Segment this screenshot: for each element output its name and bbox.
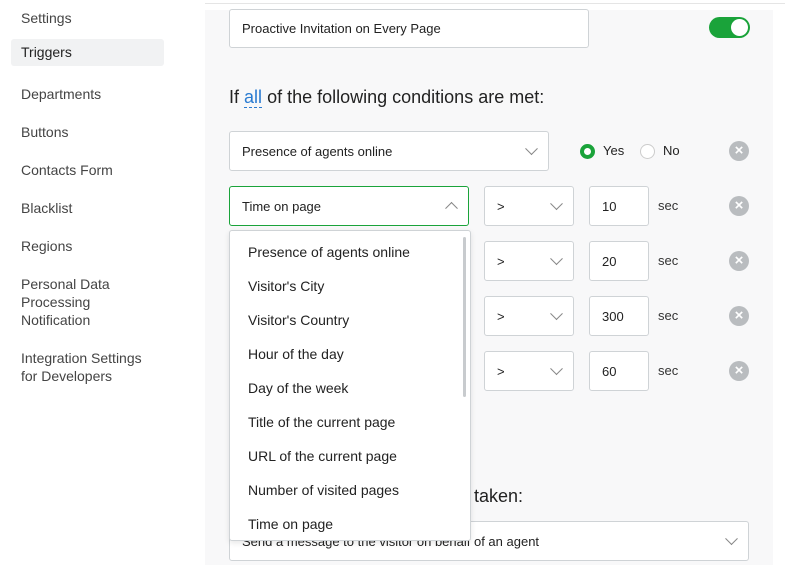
operator-select[interactable]: > [484, 296, 574, 336]
operator-value: > [497, 253, 505, 269]
operator-select[interactable]: > [484, 186, 574, 226]
condition-field-select[interactable]: Time on page [229, 186, 469, 226]
operator-value: > [497, 308, 505, 324]
unit-label: sec [658, 363, 679, 378]
sidebar-item-settings[interactable]: Settings [21, 10, 72, 26]
chevron-down-icon [550, 197, 563, 211]
trigger-name-value: Proactive Invitation on Every Page [242, 21, 441, 36]
unit-label: sec [658, 308, 679, 323]
unit-label: sec [658, 253, 679, 268]
chevron-down-icon [725, 532, 738, 546]
remove-condition-icon[interactable]: × [729, 141, 749, 161]
sidebar-item-personal-data[interactable]: Personal Data Processing Notification [21, 276, 110, 328]
conditions-suffix: of the following conditions are met: [267, 87, 545, 107]
value-input[interactable]: 10 [589, 186, 649, 226]
remove-condition-icon[interactable]: × [729, 196, 749, 216]
divider [205, 3, 785, 4]
conditions-prefix: If [229, 87, 240, 107]
no-radio[interactable] [640, 144, 655, 159]
sidebar-item-contacts-form[interactable]: Contacts Form [21, 162, 113, 178]
operator-value: > [497, 363, 505, 379]
value-input[interactable]: 60 [589, 351, 649, 391]
operator-select[interactable]: > [484, 241, 574, 281]
sidebar-item-departments[interactable]: Departments [21, 86, 102, 102]
yes-label: Yes [603, 143, 625, 158]
value-input[interactable]: 20 [589, 241, 649, 281]
actions-heading: taken: [474, 486, 524, 506]
value-text: 20 [602, 253, 617, 269]
chevron-down-icon [550, 252, 563, 266]
dropdown-option[interactable]: URL of the current page [248, 448, 397, 464]
chevron-up-icon [445, 201, 458, 215]
value-input[interactable]: 300 [589, 296, 649, 336]
dropdown-scrollbar[interactable] [463, 237, 466, 397]
dropdown-option[interactable]: Number of visited pages [248, 482, 399, 498]
conditions-mode-link[interactable]: all [244, 87, 263, 108]
value-text: 60 [602, 363, 617, 379]
chevron-down-icon [550, 362, 563, 376]
unit-label: sec [658, 198, 679, 213]
condition-field-dropdown: Presence of agents online Visitor's City… [229, 230, 471, 541]
trigger-name-input[interactable]: Proactive Invitation on Every Page [229, 9, 589, 48]
operator-value: > [497, 198, 505, 214]
dropdown-option[interactable]: Presence of agents online [248, 244, 410, 260]
value-text: 10 [602, 198, 617, 214]
dropdown-option[interactable]: Visitor's Country [248, 312, 350, 328]
dropdown-option[interactable]: Title of the current page [248, 414, 396, 430]
conditions-heading: If all of the following conditions are m… [229, 87, 544, 108]
no-label: No [663, 143, 680, 158]
value-text: 300 [602, 308, 624, 324]
remove-condition-icon[interactable]: × [729, 306, 749, 326]
sidebar-item-integration-settings[interactable]: Integration Settings for Developers [21, 350, 142, 384]
condition-field-value: Time on page [242, 198, 322, 214]
remove-condition-icon[interactable]: × [729, 251, 749, 271]
dropdown-option[interactable]: Hour of the day [248, 346, 344, 362]
sidebar-item-triggers[interactable]: Triggers [11, 39, 164, 66]
dropdown-option[interactable]: Day of the week [248, 380, 349, 396]
chevron-down-icon [550, 307, 563, 321]
remove-condition-icon[interactable]: × [729, 361, 749, 381]
dropdown-option[interactable]: Time on page [248, 516, 334, 532]
dropdown-option[interactable]: Visitor's City [248, 278, 325, 294]
sidebar: Settings Triggers Departments Buttons Co… [0, 0, 205, 565]
condition-field-select[interactable]: Presence of agents online [229, 131, 549, 171]
yes-radio[interactable] [580, 144, 595, 159]
chevron-down-icon [525, 142, 538, 156]
trigger-enabled-toggle[interactable] [709, 17, 750, 38]
sidebar-item-buttons[interactable]: Buttons [21, 124, 69, 140]
condition-field-value: Presence of agents online [242, 143, 393, 159]
sidebar-item-blacklist[interactable]: Blacklist [21, 200, 73, 216]
sidebar-item-regions[interactable]: Regions [21, 238, 73, 254]
operator-select[interactable]: > [484, 351, 574, 391]
